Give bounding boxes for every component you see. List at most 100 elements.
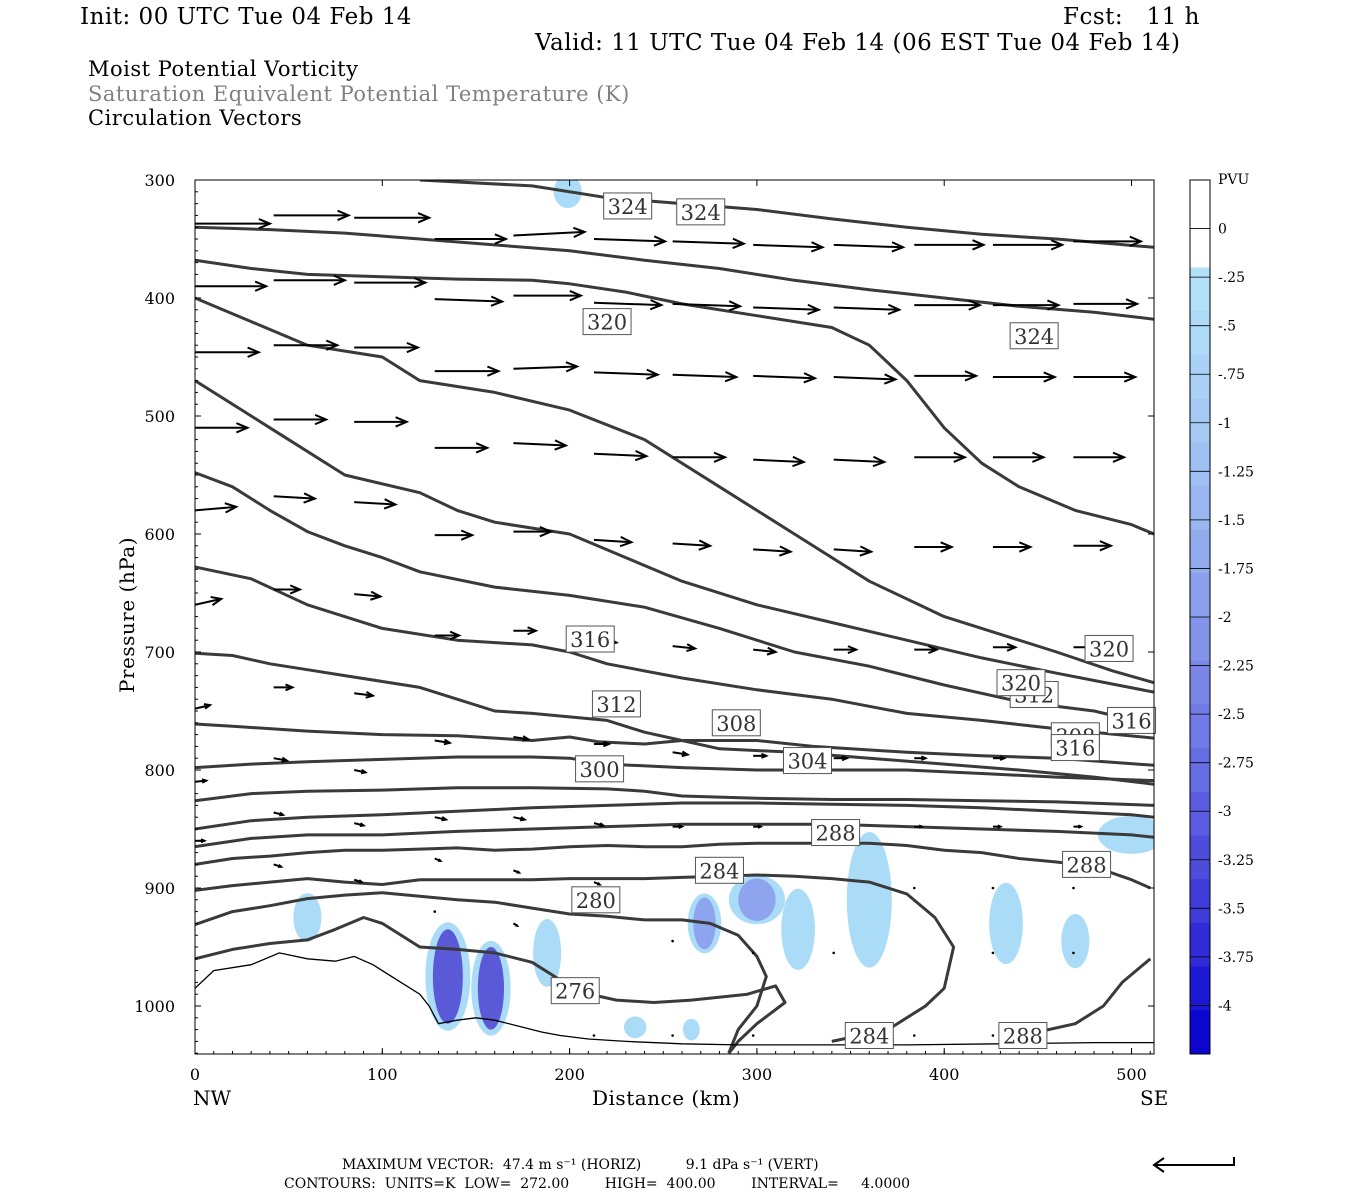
colorbar-tick-label: -1.25 — [1218, 464, 1254, 480]
colorbar-tick-label: -1.5 — [1218, 513, 1245, 529]
circulation-vector — [513, 869, 522, 874]
contour-312 — [195, 651, 1154, 786]
circulation-vector — [434, 816, 449, 822]
circulation-vector — [992, 371, 1058, 383]
circulation-vector — [671, 939, 674, 943]
colorbar-swatch — [1190, 485, 1210, 531]
circulation-vector — [592, 1034, 596, 1037]
pv-shade-outer — [989, 882, 1023, 965]
contour-308 — [195, 722, 1154, 767]
circulation-vector — [1073, 451, 1127, 463]
circulation-vector — [593, 450, 649, 462]
colorbar-tick-label: -.5 — [1218, 319, 1236, 335]
svg-text:288: 288 — [1067, 853, 1107, 877]
svg-text:320: 320 — [1001, 672, 1041, 696]
svg-text:308: 308 — [716, 712, 756, 736]
contour-label-316: 316 — [565, 625, 615, 653]
x-end-label-se: SE — [1140, 1086, 1169, 1110]
circulation-vector — [513, 526, 554, 538]
circulation-vector — [195, 502, 239, 514]
circulation-vector — [1073, 540, 1114, 552]
svg-text:316: 316 — [1111, 709, 1151, 733]
pv-shade-core — [477, 947, 505, 1030]
circulation-vector — [914, 451, 968, 463]
svg-text:320: 320 — [1089, 637, 1129, 661]
circulation-vector — [273, 811, 286, 817]
circulation-vector — [195, 596, 224, 606]
circulation-vector — [434, 442, 490, 454]
colorbar-swatch — [1190, 311, 1210, 356]
circulation-vector — [434, 630, 462, 641]
max-vector-info: MAXIMUM VECTOR: 47.4 m s⁻¹ (HORIZ) 9.1 d… — [342, 1157, 819, 1173]
circulation-vector — [273, 274, 348, 286]
circulation-vector — [832, 951, 836, 955]
contour-316 — [195, 379, 1154, 694]
contour-312 — [195, 565, 1154, 740]
pv-shade-core — [537, 923, 557, 983]
svg-text:280: 280 — [576, 889, 616, 913]
circulation-vector — [273, 492, 318, 504]
colorbar-tick-label: -4 — [1218, 998, 1232, 1014]
circulation-vector — [273, 584, 303, 595]
circulation-vector — [992, 642, 1018, 652]
x-axis-title: Distance (km) — [592, 1086, 741, 1110]
svg-text:324: 324 — [681, 201, 721, 225]
pv-shade-outer — [846, 831, 892, 968]
svg-text:300: 300 — [580, 758, 620, 782]
contour-288 — [195, 841, 1151, 890]
y-tick-label: 700 — [144, 643, 175, 662]
circulation-vector — [434, 233, 509, 245]
svg-text:288: 288 — [1003, 1025, 1043, 1049]
y-axis-title: Pressure (hPa) — [115, 537, 139, 693]
svg-text:324: 324 — [608, 195, 648, 219]
circulation-vector — [672, 300, 743, 312]
contour-320 — [195, 258, 1154, 536]
x-tick-label: 500 — [1116, 1065, 1147, 1084]
circulation-vector — [593, 235, 668, 247]
circulation-vector — [513, 816, 528, 822]
circulation-vector — [273, 413, 329, 426]
circulation-vector — [753, 752, 769, 759]
colorbar-swatch — [1190, 1010, 1210, 1055]
colorbar-tick-label: -3.75 — [1218, 950, 1254, 966]
y-tick-label: 300 — [144, 171, 175, 190]
svg-text:316: 316 — [1055, 737, 1095, 761]
circulation-vector — [833, 645, 859, 655]
circulation-vector — [833, 303, 902, 316]
circulation-vector — [593, 881, 602, 886]
circulation-vector — [1073, 824, 1084, 829]
circulation-vector — [353, 822, 367, 828]
circulation-vector — [1072, 951, 1075, 955]
circulation-vector — [672, 750, 691, 758]
circulation-vector — [273, 209, 352, 221]
axes: 0 100 200 300 400 500 300 400 500 600 700 800 900 100… — [134, 171, 1154, 1084]
circulation-vector — [354, 768, 368, 775]
circulation-vector — [672, 824, 685, 830]
colorbar-swatch — [1190, 354, 1210, 399]
terrain-line — [195, 952, 1154, 1046]
contour-324 — [419, 180, 1154, 249]
circulation-vector — [512, 922, 520, 928]
x-tick-label: 100 — [367, 1065, 398, 1084]
circulation-vector — [914, 370, 979, 382]
circulation-vector — [914, 824, 925, 829]
colorbar-swatch — [1190, 223, 1210, 268]
contour-label-316: 316 — [1107, 706, 1157, 734]
x-tick-label: 400 — [929, 1065, 960, 1084]
circulation-vector — [833, 241, 906, 253]
colorbar-swatch — [1190, 617, 1210, 662]
x-tick-label: 200 — [554, 1065, 585, 1084]
circulation-vector — [833, 545, 874, 557]
y-tick-label: 1000 — [134, 997, 175, 1016]
circulation-vector — [751, 1034, 755, 1037]
reference-vector — [1152, 1157, 1235, 1173]
colorbar-tick-label: -2.75 — [1218, 756, 1254, 772]
pv-shade-outer — [781, 888, 815, 971]
init-time: Init: 00 UTC Tue 04 Feb 14 — [80, 4, 413, 30]
circulation-vector — [672, 371, 739, 383]
circulation-vector — [753, 455, 807, 468]
contour-label-320: 320 — [996, 669, 1046, 697]
circulation-vector — [513, 626, 539, 636]
colorbar-swatch — [1190, 704, 1210, 749]
